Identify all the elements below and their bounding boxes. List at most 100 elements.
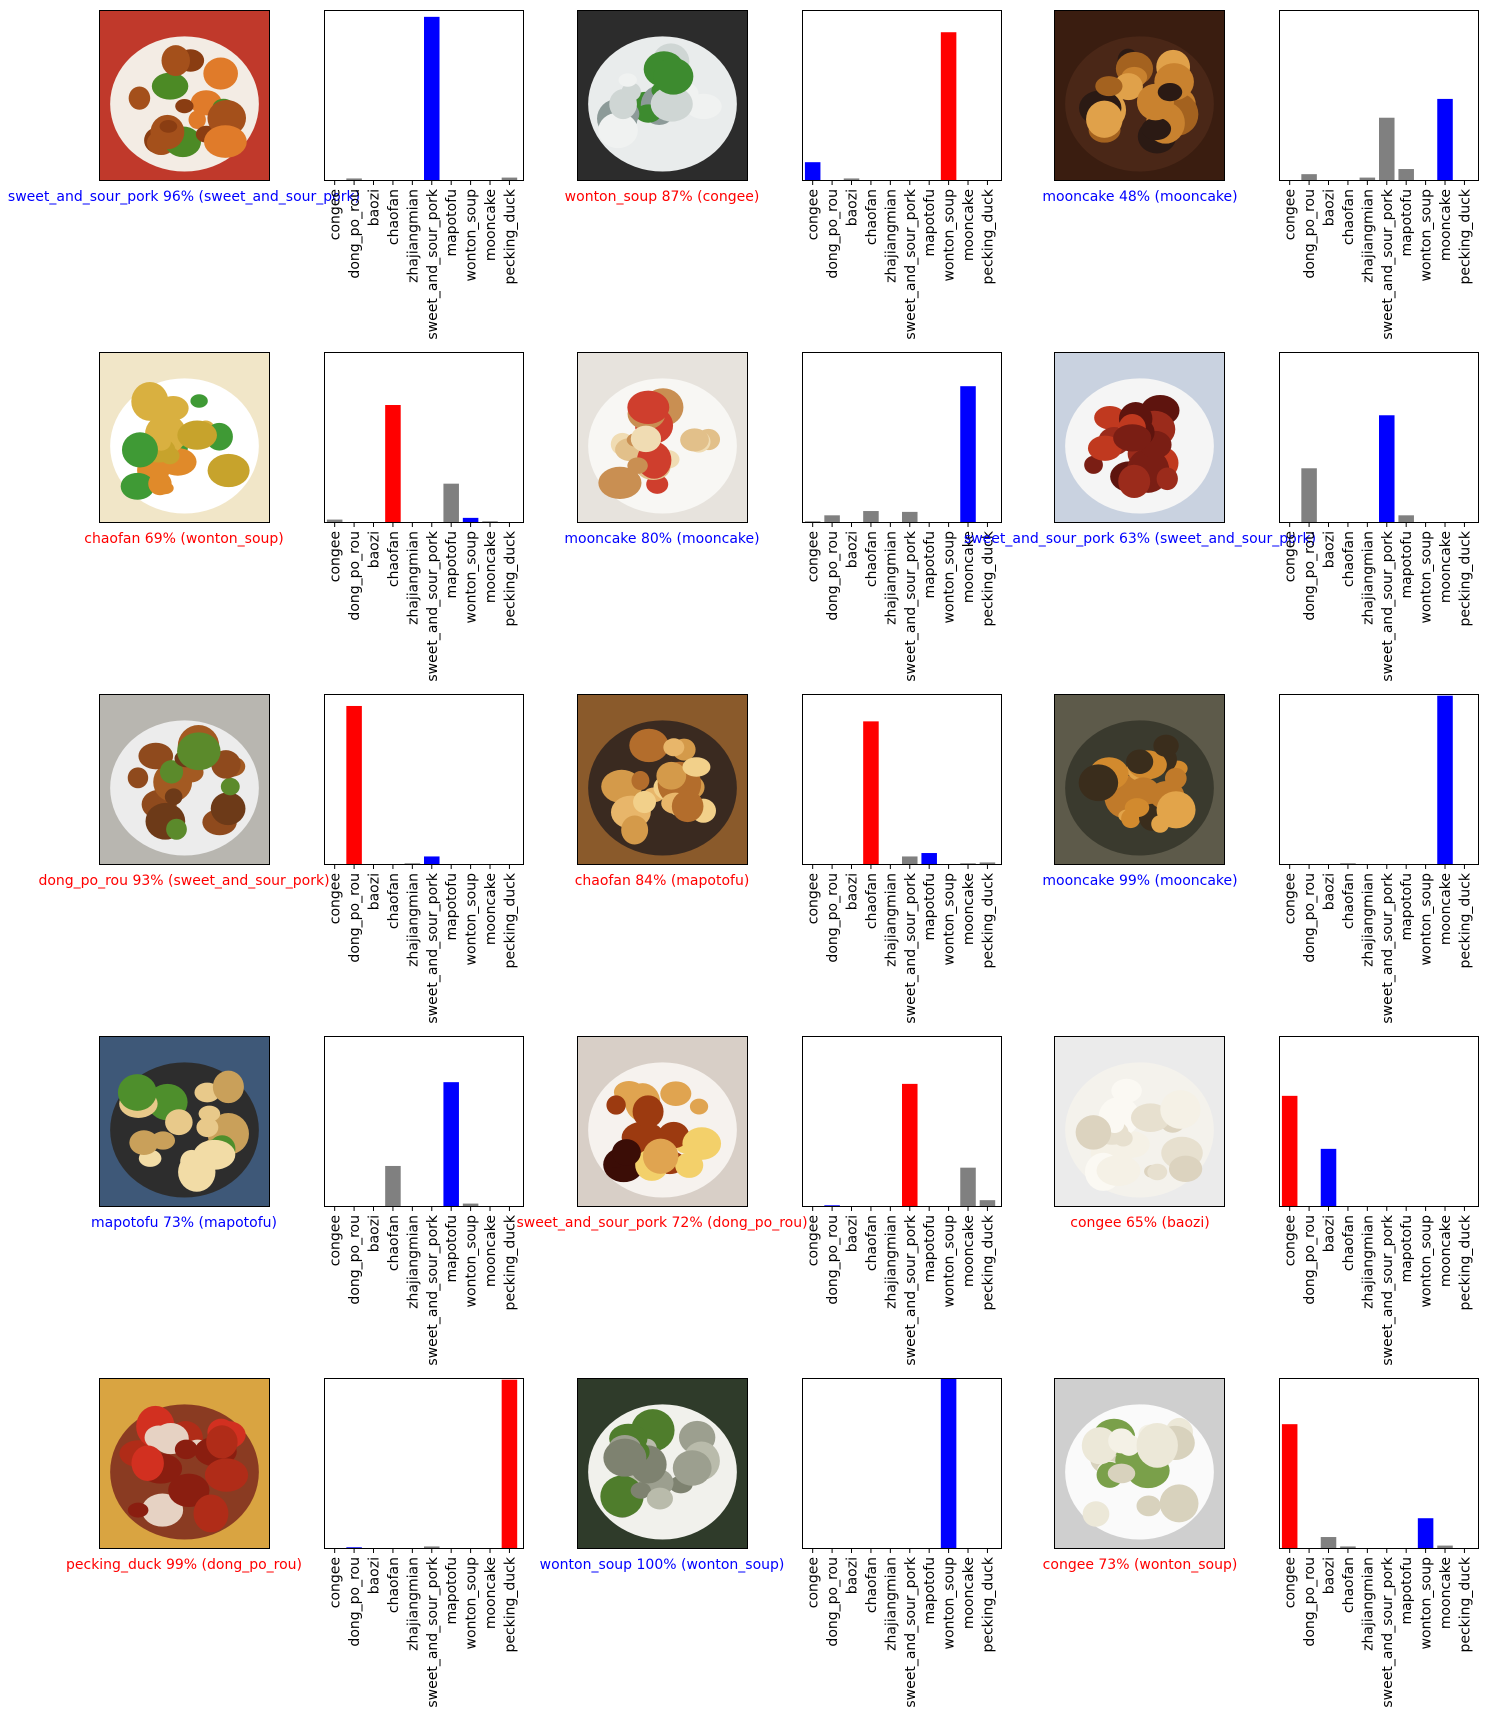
prediction-label: congee 73% (wonton_soup) <box>1042 1557 1238 1573</box>
bar-sweet_and_sour_pork <box>902 856 918 865</box>
x-tick-label: chaofan <box>1341 531 1357 587</box>
mooncake-cut-photo <box>1055 695 1224 864</box>
x-tick-label: mapotofu <box>922 189 938 257</box>
probability-bar-chart: congee dong_po_rou baozi chaofan zhajiangmia… <box>802 352 1002 682</box>
x-tick-label: dong_po_rou <box>347 873 363 963</box>
x-tick-label: sweet_and_sour_pork <box>903 530 919 681</box>
probability-bar-chart: congee dong_po_rou baozi chaofan zhajiangmia… <box>324 694 524 1024</box>
x-tick-label: wonton_soup <box>942 1557 958 1650</box>
x-tick-label: dong_po_rou <box>825 1557 841 1647</box>
probability-bar-chart: congee dong_po_rou baozi chaofan zhajiangmia… <box>324 1378 524 1708</box>
x-tick-label: wonton_soup <box>464 1557 480 1650</box>
x-tick-label: zhajiangmian <box>883 531 899 625</box>
x-tick-label: congee <box>1283 1557 1299 1608</box>
bar-chaofan <box>863 721 879 865</box>
x-tick-label: mooncake <box>1438 873 1454 945</box>
chart-frame <box>802 1378 1002 1549</box>
prediction-label: mooncake 80% (mooncake) <box>564 531 760 547</box>
bar-mooncake <box>1437 98 1453 181</box>
bar-chaofan <box>863 511 879 523</box>
x-tick-label: sweet_and_sour_pork <box>903 188 919 339</box>
food-image <box>1054 694 1225 865</box>
x-tick-label: congee <box>328 873 344 924</box>
x-tick-label: congee <box>1283 189 1299 240</box>
x-tick-label: pecking_duck <box>502 1556 518 1652</box>
x-tick-label: sweet_and_sour_pork <box>425 1556 441 1707</box>
x-tick-label: congee <box>806 1215 822 1266</box>
x-tick-label: sweet_and_sour_pork <box>1380 1214 1396 1365</box>
x-tick-label: congee <box>1283 1215 1299 1266</box>
bar-wonton_soup <box>940 32 957 182</box>
x-tick-label: mapotofu <box>1399 189 1415 257</box>
x-tick-label: dong_po_rou <box>825 531 841 621</box>
bar-wonton_soup <box>462 517 479 523</box>
food-image <box>577 694 748 865</box>
x-tick-label: sweet_and_sour_pork <box>903 1556 919 1707</box>
mapotofu-pan-photo <box>578 695 747 864</box>
probability-bar-chart: congee dong_po_rou baozi chaofan zhajiangmia… <box>324 10 524 340</box>
mooncake-buns-photo <box>578 353 747 522</box>
chart-frame <box>802 352 1002 523</box>
x-tick-label: mooncake <box>483 873 499 945</box>
bar-dong_po_rou <box>1301 174 1317 181</box>
pork-lettuce-plate-photo <box>100 695 269 864</box>
x-tick-label: mapotofu <box>1399 1557 1415 1625</box>
bar-sweet_and_sour_pork <box>424 1546 440 1549</box>
x-tick-label: baozi <box>1322 1215 1338 1252</box>
prediction-label: sweet_and_sour_pork 72% (dong_po_rou) <box>516 1215 808 1231</box>
x-tick-label: mooncake <box>961 873 977 945</box>
prediction-label: mapotofu 73% (mapotofu) <box>91 1215 277 1231</box>
x-tick-label: zhajiangmian <box>1360 873 1376 967</box>
x-tick-label: mapotofu <box>444 531 460 599</box>
bar-baozi <box>843 178 860 181</box>
x-tick-label: baozi <box>1322 189 1338 226</box>
bar-mapotofu <box>1398 515 1414 523</box>
bar-congee <box>804 162 821 181</box>
x-tick-label: sweet_and_sour_pork <box>425 188 441 339</box>
x-tick-label: wonton_soup <box>1419 189 1435 282</box>
x-tick-label: wonton_soup <box>464 1215 480 1308</box>
x-tick-label: mapotofu <box>444 189 460 257</box>
x-tick-label: baozi <box>1322 1557 1338 1594</box>
x-tick-label: dong_po_rou <box>1302 1215 1318 1305</box>
x-tick-label: chaofan <box>1341 1557 1357 1613</box>
x-tick-label: pecking_duck <box>980 1214 996 1310</box>
bar-mapotofu <box>443 1082 459 1207</box>
x-tick-label: sweet_and_sour_pork <box>425 1214 441 1365</box>
x-tick-label: wonton_soup <box>464 531 480 624</box>
x-tick-label: chaofan <box>386 531 402 587</box>
x-tick-label: dong_po_rou <box>825 189 841 279</box>
bar-pecking_duck <box>979 862 996 865</box>
x-tick-label: congee <box>328 1215 344 1266</box>
x-tick-label: zhajiangmian <box>405 531 421 625</box>
prediction-label: wonton_soup 100% (wonton_soup) <box>539 1557 785 1573</box>
wonton-soup-dumplings-photo <box>578 1379 747 1548</box>
x-tick-label: baozi <box>367 873 383 910</box>
bar-wonton_soup <box>462 1203 479 1207</box>
probability-bar-chart: congee dong_po_rou baozi chaofan zhajiangmia… <box>324 352 524 682</box>
x-tick-label: pecking_duck <box>1457 1556 1473 1652</box>
food-image <box>99 694 270 865</box>
x-tick-label: mapotofu <box>444 1557 460 1625</box>
prediction-label: congee 65% (baozi) <box>1070 1215 1210 1231</box>
probability-bar-chart: congee dong_po_rou baozi chaofan zhajiangmia… <box>1279 1378 1479 1708</box>
x-tick-label: chaofan <box>386 1557 402 1613</box>
food-image <box>577 1036 748 1207</box>
bar-chaofan <box>1340 1546 1356 1549</box>
food-image <box>1054 1378 1225 1549</box>
x-tick-label: dong_po_rou <box>1302 189 1318 279</box>
x-tick-label: sweet_and_sour_pork <box>425 872 441 1023</box>
x-tick-label: dong_po_rou <box>1302 873 1318 963</box>
prediction-label: wonton_soup 87% (congee) <box>564 189 760 205</box>
x-tick-label: baozi <box>845 1215 861 1252</box>
probability-bar-chart: congee dong_po_rou baozi chaofan zhajiangmia… <box>324 1036 524 1366</box>
x-tick-label: congee <box>806 873 822 924</box>
bar-pecking_duck <box>501 1379 518 1549</box>
bar-sweet_and_sour_pork <box>902 511 918 523</box>
chart-frame <box>324 1036 524 1207</box>
x-tick-label: dong_po_rou <box>825 873 841 963</box>
x-tick-label: zhajiangmian <box>883 1215 899 1309</box>
x-tick-label: sweet_and_sour_pork <box>1380 1556 1396 1707</box>
x-tick-label: baozi <box>1322 531 1338 568</box>
x-tick-label: chaofan <box>1341 873 1357 929</box>
